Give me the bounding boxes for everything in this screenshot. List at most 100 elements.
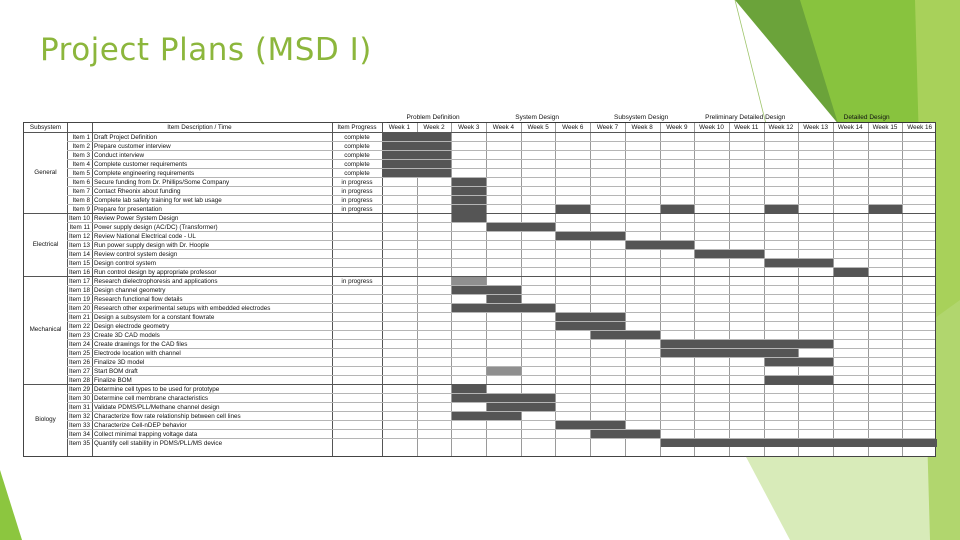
grid-line-horizontal: [67, 429, 935, 430]
gantt-bar: [625, 241, 695, 249]
header-week: Week 11: [734, 124, 759, 131]
subsystem-divider: [24, 384, 935, 385]
grid-line-vertical: [659, 123, 661, 456]
gantt-bar: [660, 439, 937, 447]
grid-line-horizontal: [67, 357, 935, 358]
grid-line-horizontal: [67, 150, 935, 151]
gantt-bar: [383, 142, 452, 150]
item-description: Create drawings for the CAD files: [94, 340, 188, 348]
item-progress: in progress: [341, 187, 373, 195]
item-description: Complete lab safety training for wet lab…: [94, 196, 222, 204]
item-progress: [332, 340, 382, 349]
item-id: Item 24: [69, 340, 90, 348]
grid-line-horizontal: [67, 348, 935, 349]
item-progress: [332, 331, 382, 340]
grid-line-horizontal: [67, 285, 935, 286]
item-id: Item 4: [72, 160, 91, 168]
grid-line-vertical: [520, 123, 522, 456]
item-progress: [332, 232, 382, 241]
gantt-bar: [556, 421, 625, 429]
grid-line-horizontal: [67, 159, 935, 160]
phase-underline: [699, 122, 792, 123]
gantt-bar: [383, 151, 452, 159]
item-id: Item 25: [69, 349, 90, 357]
grid-line-horizontal: [67, 330, 935, 331]
item-progress: [332, 367, 382, 376]
item-id: Item 22: [69, 322, 90, 330]
item-description: Quantify cell stability in PDMS/PLL/MS d…: [94, 439, 223, 447]
header-week: Week 3: [458, 124, 480, 131]
item-progress: [332, 430, 382, 439]
item-description: Run control design by appropriate profes…: [94, 268, 217, 276]
phase-label: Detailed Design: [843, 114, 890, 121]
item-id: Item 27: [69, 367, 90, 375]
subsystem-divider: [24, 213, 935, 214]
item-description: Validate PDMS/PLL/Methane channel design: [94, 403, 220, 411]
grid-line-vertical: [867, 123, 869, 456]
gantt-bar: [660, 349, 799, 357]
item-description: Characterize Cell-nDEP behavior: [94, 421, 187, 429]
gantt-bar: [764, 376, 833, 384]
item-description: Contact Rheonix about funding: [94, 187, 181, 195]
gantt-bar: [452, 286, 521, 294]
grid-line-horizontal: [67, 195, 935, 196]
item-id: Item 2: [72, 142, 91, 150]
gantt-bar: [868, 205, 903, 213]
grid-line-horizontal: [67, 168, 935, 169]
header-week: Week 15: [872, 124, 898, 131]
gantt-bar: [833, 268, 868, 276]
item-progress: [332, 412, 382, 421]
item-id: Item 31: [69, 403, 90, 411]
gantt-bar: [452, 394, 556, 402]
item-description: Complete engineering requirements: [94, 169, 195, 177]
grid-line-vertical: [763, 123, 765, 456]
subsystem-label: Electrical: [32, 240, 59, 248]
phase-label: Preliminary Detailed Design: [705, 114, 786, 121]
item-description: Research functional flow details: [94, 295, 183, 303]
grid-line-horizontal: [67, 186, 935, 187]
grid-line-vertical: [332, 123, 333, 456]
item-description: Research other experimental setups with …: [94, 304, 271, 312]
item-description: Determine cell membrane characteristics: [94, 394, 209, 402]
header-week: Week 2: [423, 124, 445, 131]
item-description: Research dielectrophoresis and applicati…: [94, 277, 218, 285]
item-description: Prepare customer interview: [94, 142, 171, 150]
item-description: Collect minimal trapping voltage data: [94, 430, 198, 438]
phase-underline: [803, 122, 930, 123]
item-id: Item 5: [72, 169, 91, 177]
grid-line-vertical: [728, 123, 730, 456]
phase-underline: [595, 122, 688, 123]
item-description: Characterize flow rate relationship betw…: [94, 412, 241, 420]
grid-line-horizontal: [67, 177, 935, 178]
gantt-table: Subsystem Item Description / Time Item Pro…: [23, 122, 937, 457]
grid-line-horizontal: [67, 420, 935, 421]
gantt-bar: [383, 169, 452, 177]
header-week: Week 4: [492, 124, 515, 131]
gantt-chart: Subsystem Item Description / Time Item Pro…: [23, 113, 937, 457]
subsystem-divider: [24, 276, 935, 277]
gantt-bar: [764, 259, 833, 267]
item-description: Design channel geometry: [94, 286, 166, 294]
phase-label: Problem Definition: [406, 114, 460, 121]
item-progress: [332, 295, 382, 304]
grid-line-horizontal: [67, 222, 935, 223]
item-description: Secure funding from Dr. Phillips/Some Co…: [94, 178, 230, 186]
item-progress: in progress: [341, 205, 373, 213]
gantt-bar: [452, 385, 487, 393]
item-id: Item 10: [69, 214, 90, 222]
item-progress: [332, 286, 382, 295]
header-week: Week 10: [699, 124, 724, 131]
grid-line-vertical: [902, 123, 904, 456]
header-week: Week 12: [768, 124, 794, 131]
item-progress: in progress: [341, 178, 373, 186]
item-id: Item 26: [69, 358, 90, 366]
gantt-bar: [764, 358, 833, 366]
header-week: Week 13: [803, 124, 828, 131]
item-progress: complete: [344, 133, 370, 141]
gantt-bar: [383, 160, 452, 168]
header-subsystem: Subsystem: [29, 124, 62, 131]
item-progress: [332, 322, 382, 331]
header-week: Week 7: [596, 124, 619, 131]
item-description: Design a subsystem for a constant flowra…: [94, 313, 215, 321]
grid-line-vertical: [798, 123, 800, 456]
